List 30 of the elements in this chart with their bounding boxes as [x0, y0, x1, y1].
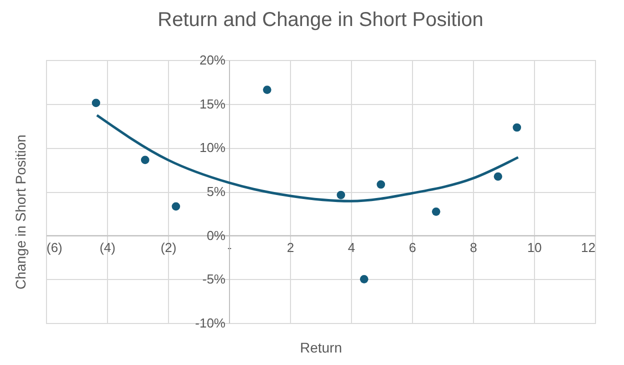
x-tick-label: 4 [348, 240, 356, 255]
x-tick-label: 10 [527, 240, 542, 255]
x-tick-label: 2 [286, 240, 294, 255]
x-tick-label: 8 [470, 240, 478, 255]
y-tick-label: -10% [195, 316, 226, 330]
y-tick-label: 20% [199, 52, 226, 68]
point [432, 207, 440, 216]
x-tick-label: (2) [160, 240, 176, 255]
y-tick-label: 5% [206, 184, 226, 199]
point [360, 274, 368, 284]
x-tick-label: 6 [408, 240, 416, 255]
x-axis-title: Return [300, 340, 342, 356]
line-series [96, 114, 520, 202]
y-tick-label: 10% [199, 140, 226, 156]
point [512, 123, 522, 132]
point [336, 190, 346, 200]
y-tick-label: 15% [199, 96, 226, 112]
y-axis-title: Change in Short Position [12, 134, 28, 290]
point [92, 98, 100, 108]
x-tick-label: 12 [581, 240, 596, 255]
point [140, 156, 150, 164]
x-tick-label: (4) [100, 240, 116, 255]
point [376, 180, 386, 189]
y-tick-label: -5% [202, 272, 226, 287]
chart-title: Return and Change in Short Position [158, 9, 484, 31]
x-tick-label: (6) [46, 240, 62, 255]
point [172, 202, 180, 211]
y-tick-label: 0% [206, 228, 226, 243]
point [262, 86, 272, 94]
point [494, 172, 502, 181]
